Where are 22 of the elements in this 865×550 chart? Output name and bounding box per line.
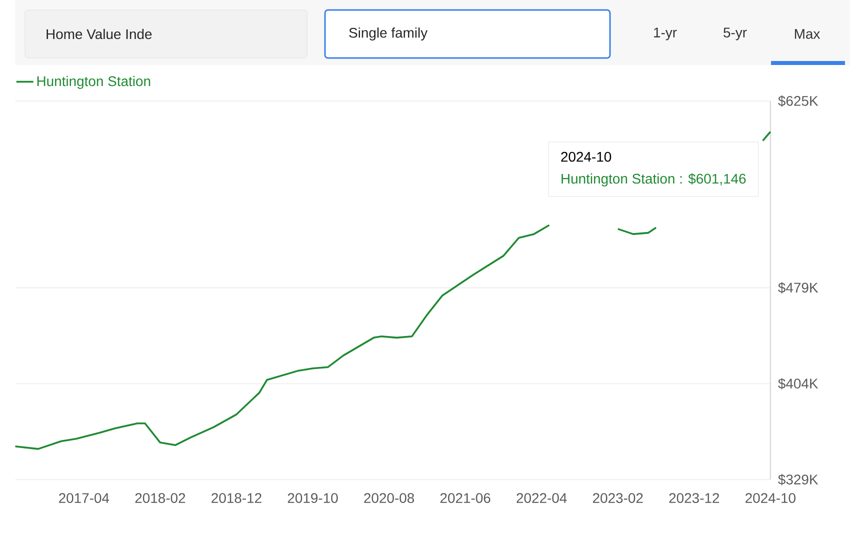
x-tick-label: 2023-02: [592, 493, 643, 504]
x-tick-label: 2019-10: [288, 493, 338, 504]
text: Home Value Inde: [46, 28, 152, 40]
y-tick-label: $404K: [778, 378, 818, 390]
y-tick-label: $329K: [778, 474, 818, 486]
x-tick-label: 2021-06: [440, 493, 490, 504]
x-tick-label: 2017-04: [59, 493, 110, 504]
x-tick-label: 2020-08: [364, 493, 414, 504]
y-tick-label: $479K: [778, 282, 818, 294]
annotation: Huntington Station : $601,146: [562, 173, 746, 186]
x-tick-label: 2018-02: [135, 493, 186, 504]
y-tick-label: $625K: [778, 95, 818, 107]
text: Max: [794, 29, 820, 39]
x-tick-label: 2023-12: [669, 493, 720, 504]
x-tick-label: 2022-04: [516, 493, 567, 504]
annotation: 2024-10: [561, 152, 612, 162]
text: 5-yr: [724, 28, 747, 40]
legend-label: Huntington Station: [37, 76, 150, 89]
text: 1-yr: [654, 28, 677, 40]
text: Single family: [349, 27, 428, 40]
x-tick-label: 2024-10: [746, 493, 796, 504]
x-tick-label: 2018-12: [212, 493, 262, 504]
